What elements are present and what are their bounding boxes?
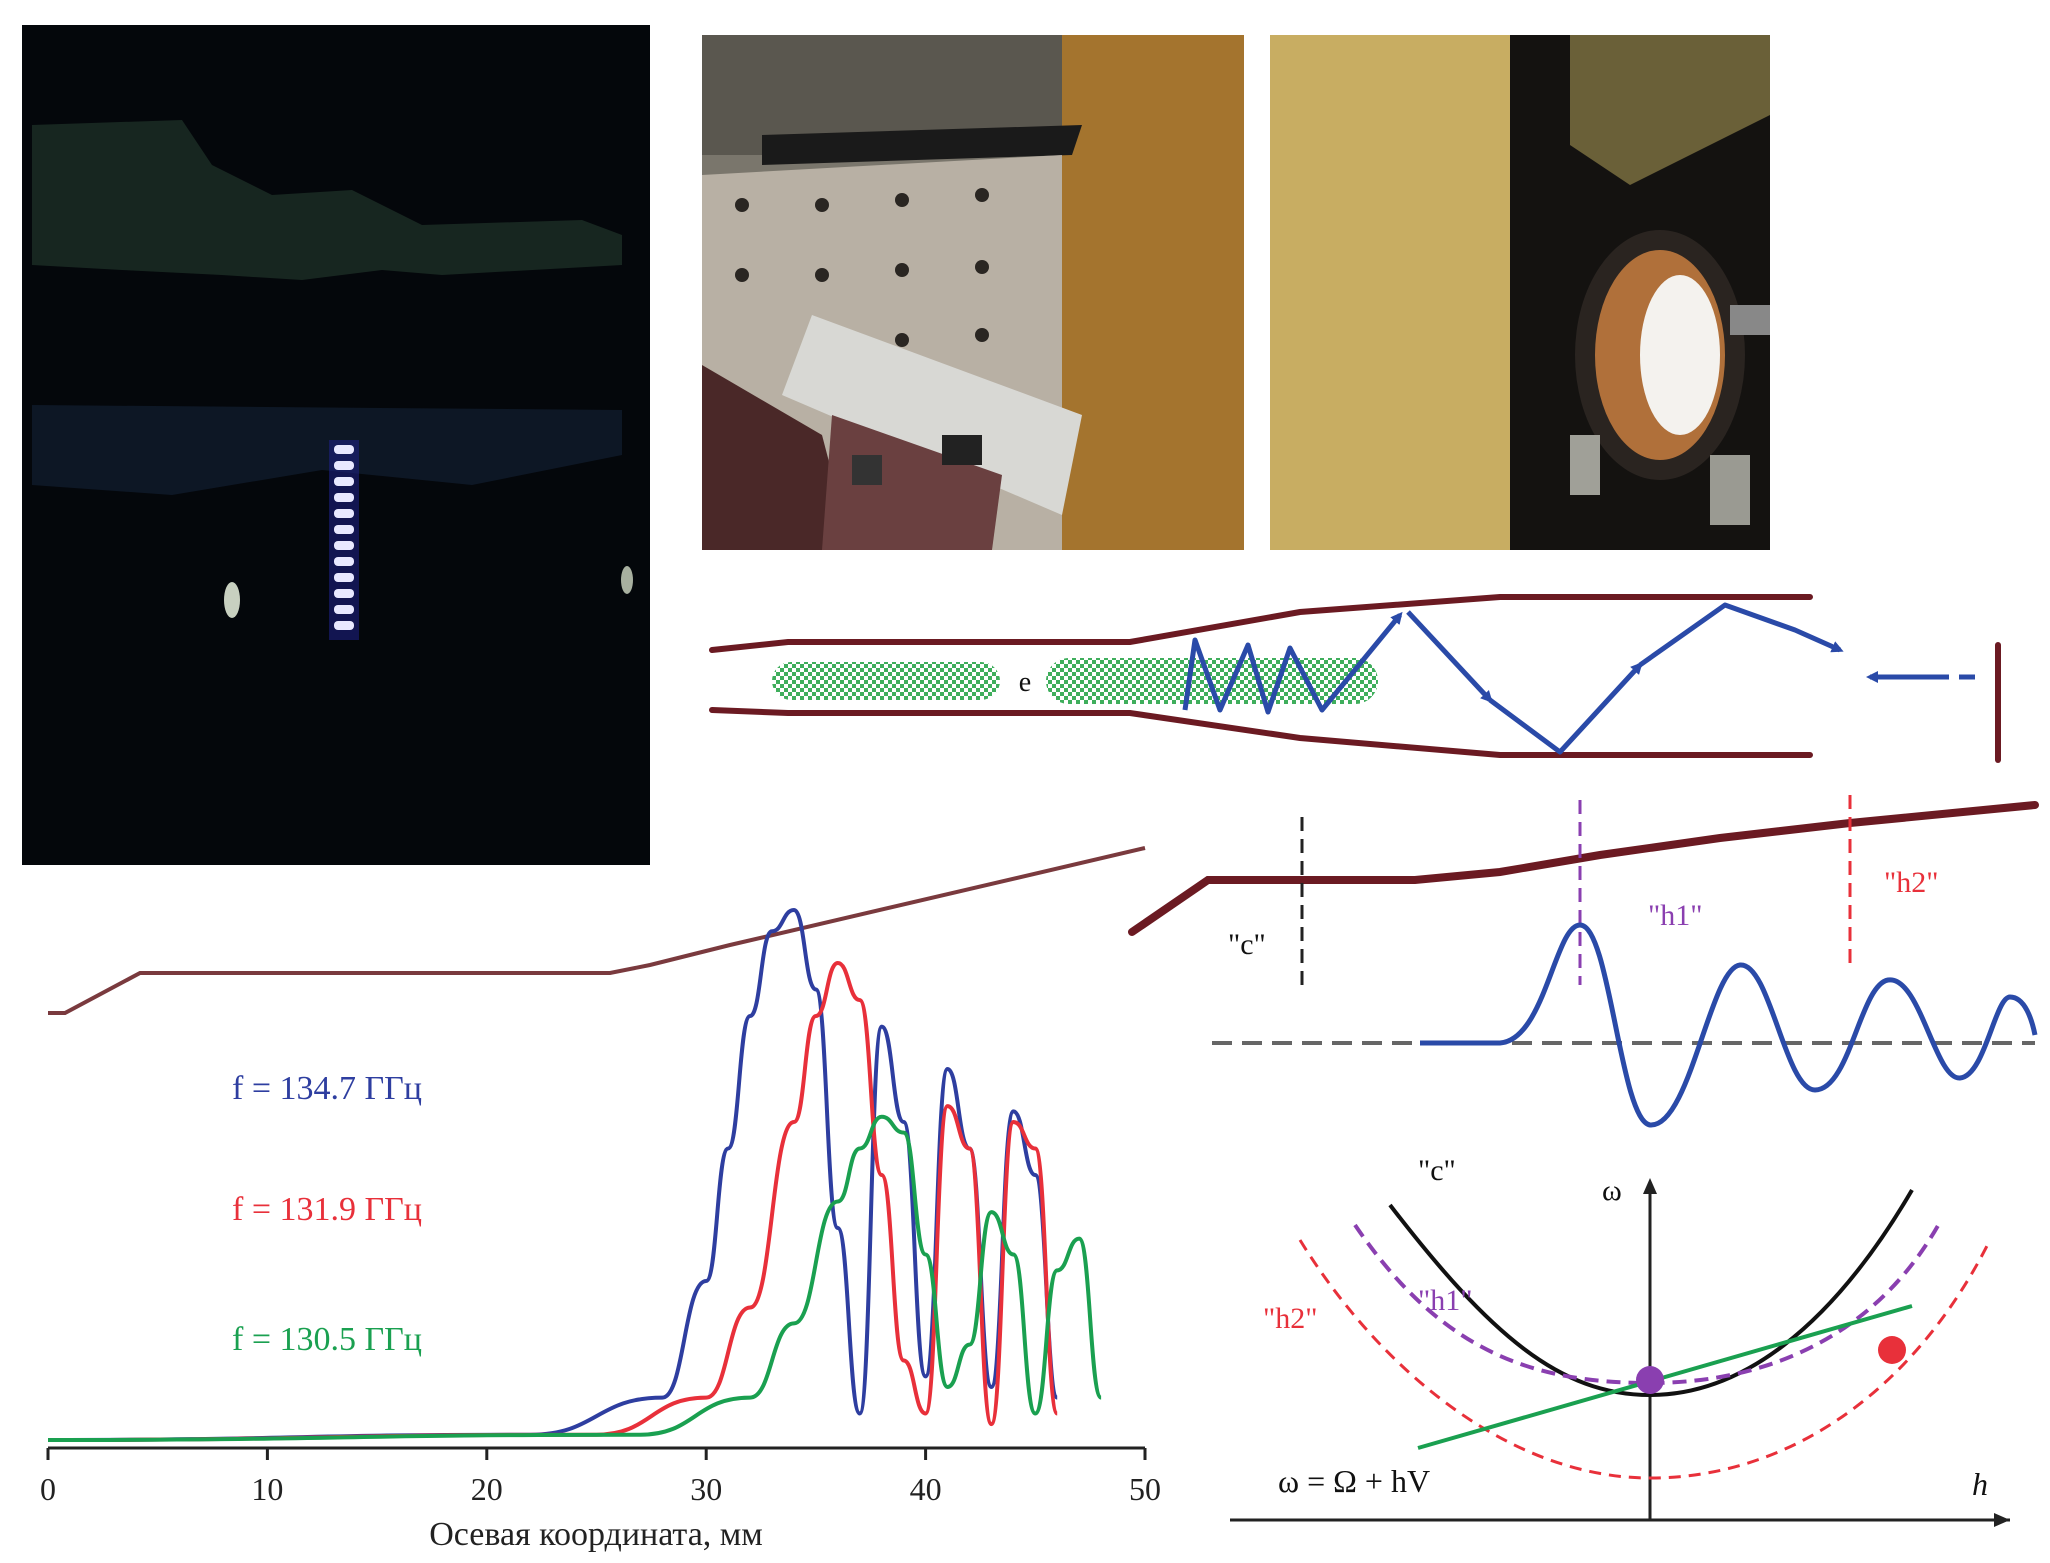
dispersion-diagram: [1230, 1178, 2010, 1527]
chart-legend: f = 134.7 ГГц f = 131.9 ГГц f = 130.5 ГГ…: [232, 1070, 422, 1358]
legend-label-f1: f = 134.7 ГГц: [232, 1070, 422, 1107]
beam-label: e: [1019, 667, 1031, 698]
dispersion-label-h1: "h1": [1418, 1284, 1473, 1317]
waveguide-walls: [709, 594, 2001, 763]
photo-glow-column-art: [22, 25, 650, 865]
legend-label-f2: f = 131.9 ГГц: [232, 1191, 422, 1228]
x-tick-label: 0: [40, 1471, 56, 1507]
mode-label-c: "c": [1228, 928, 1266, 961]
dispersion-equation: ω = Ω + hV: [1278, 1463, 1430, 1499]
legend-label-f3: f = 130.5 ГГц: [232, 1321, 422, 1358]
ray-path: [1182, 602, 1975, 755]
mode-label-h1: "h1": [1648, 899, 1703, 932]
photo-lab-setup: [702, 35, 1244, 550]
dispersion-y-axis-label: ω: [1602, 1174, 1622, 1207]
chart-series-layer: [47, 907, 1104, 1442]
mode-label-h2: "h2": [1884, 866, 1939, 899]
x-axis-title: Осевая координата, мм: [429, 1516, 763, 1553]
series-line-2: [47, 960, 1060, 1442]
mode-structure: [1128, 795, 2039, 1128]
x-tick-label: 40: [910, 1471, 942, 1507]
dispersion-label-h2: "h2": [1263, 1302, 1318, 1335]
photo-cavity-window: [1270, 35, 1770, 550]
waveguide-profile-line: [48, 846, 1146, 1015]
x-tick-label: 10: [251, 1471, 283, 1507]
x-axis-ticks: 0 10 20 30 40 50: [40, 1448, 1161, 1507]
photo-cavity-window-art: [1270, 35, 1770, 550]
x-tick-label: 30: [690, 1471, 722, 1507]
photo-lab-setup-art: [702, 35, 1244, 550]
x-tick-label: 20: [471, 1471, 503, 1507]
photo-glow-column: [22, 25, 650, 865]
x-tick-label: 50: [1129, 1471, 1161, 1507]
dispersion-x-axis-label: h: [1972, 1466, 1988, 1502]
dispersion-label-c: "c": [1418, 1154, 1456, 1187]
series-line-3: [47, 1114, 1104, 1442]
series-line-1: [47, 907, 1060, 1442]
